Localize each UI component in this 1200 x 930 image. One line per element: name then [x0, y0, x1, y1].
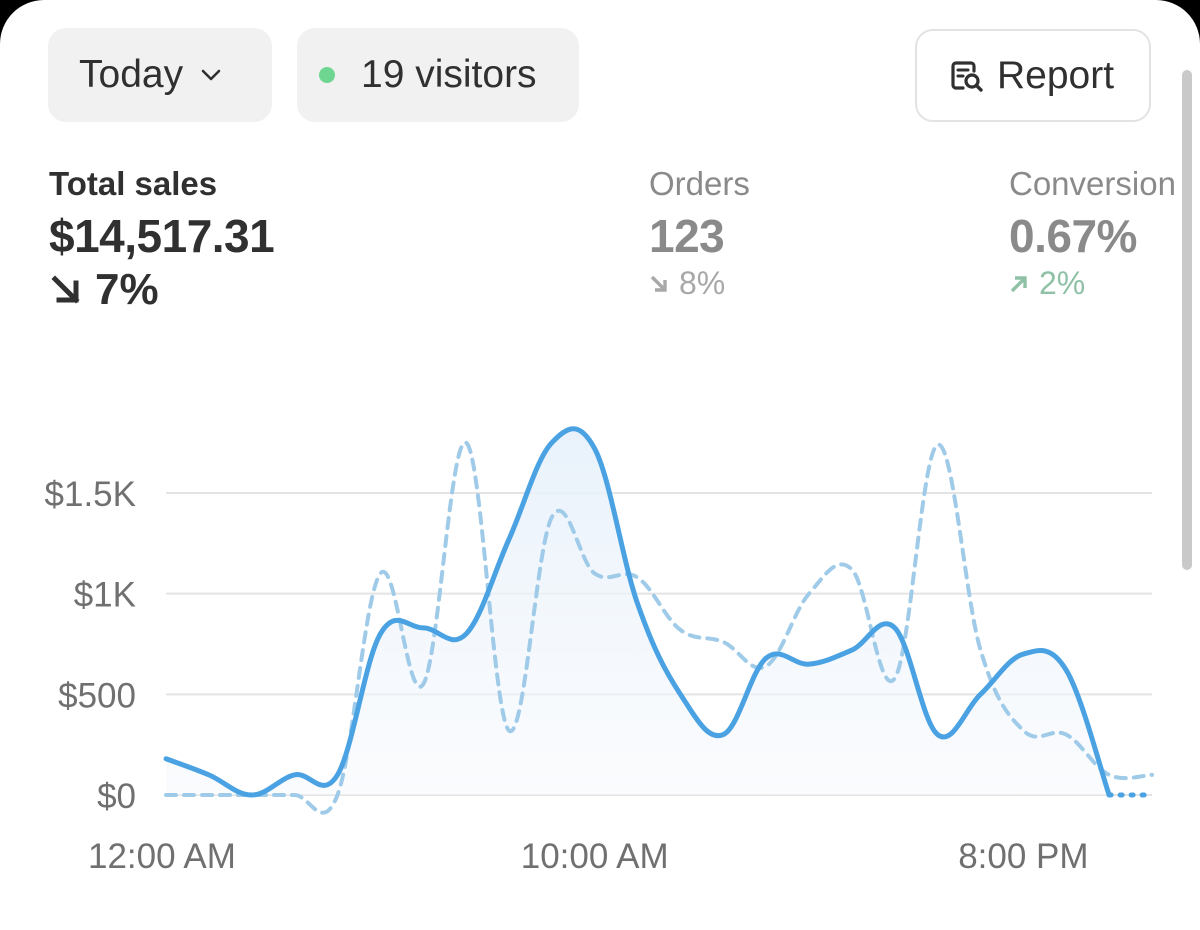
y-tick-label: $0	[97, 777, 136, 816]
y-tick-label: $1.5K	[45, 475, 136, 514]
x-tick-label: 12:00 AM	[88, 837, 236, 876]
total-sales-metric[interactable]: Total sales $14,517.31 7%	[49, 165, 275, 315]
live-status-dot	[319, 67, 335, 83]
scrollbar[interactable]	[1182, 70, 1192, 570]
comparison-series-line	[164, 440, 1154, 815]
x-tick-label: 8:00 PM	[958, 837, 1088, 876]
x-tick-label: 10:00 AM	[521, 837, 669, 876]
conversion-delta: 2%	[1009, 265, 1176, 302]
visitors-count-label: 19 visitors	[361, 53, 537, 96]
arrow-down-right-icon	[650, 275, 667, 292]
orders-metric[interactable]: Orders 123 8%	[649, 165, 750, 302]
conversion-value: 0.67%	[1009, 210, 1137, 262]
live-visitors-pill[interactable]: 19 visitors	[297, 28, 579, 122]
orders-label: Orders	[649, 165, 750, 202]
orders-delta-value: 8%	[679, 265, 726, 301]
chevron-down-icon	[201, 69, 221, 81]
total-sales-delta: 7%	[49, 265, 274, 315]
orders-delta: 8%	[649, 265, 750, 302]
y-tick-label: $500	[58, 676, 136, 715]
report-search-icon	[951, 60, 983, 92]
arrow-up-right-icon	[1010, 275, 1027, 292]
report-button[interactable]: Report	[915, 29, 1151, 122]
total-sales-label: Total sales	[49, 165, 218, 202]
y-tick-label: $1K	[74, 576, 136, 615]
arrow-down-right-icon	[51, 275, 80, 304]
conversion-delta-value: 2%	[1039, 265, 1086, 301]
sales-line-chart: $0 $500 $1K $1.5K 12:00 AM 10:00 AM 8:00 PM	[45, 426, 1155, 876]
primary-series-line	[163, 426, 1112, 798]
date-range-label: Today	[79, 53, 184, 96]
total-sales-delta-value: 7%	[95, 265, 159, 314]
conversion-metric[interactable]: Conversion 0.67% 2%	[1009, 165, 1176, 302]
total-sales-value: $14,517.31	[49, 210, 275, 262]
orders-value: 123	[649, 210, 725, 262]
conversion-label: Conversion	[1009, 165, 1176, 202]
report-button-label: Report	[997, 53, 1115, 97]
primary-series-area	[166, 428, 1110, 795]
date-range-dropdown[interactable]: Today	[48, 28, 272, 122]
